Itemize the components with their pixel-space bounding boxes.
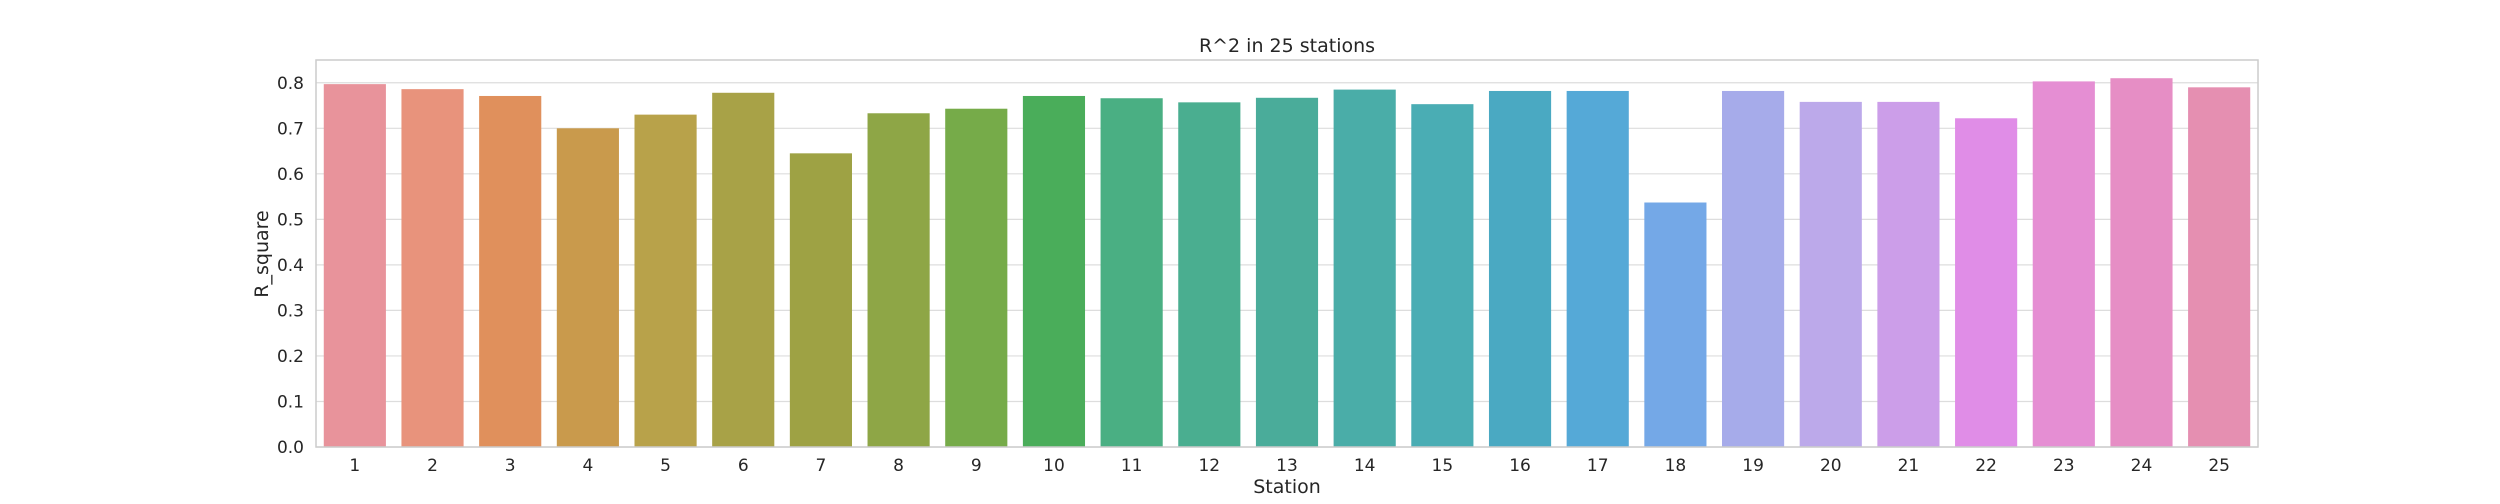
x-tick-label: 22 bbox=[1975, 456, 1997, 476]
bar-station-17 bbox=[1566, 90, 1629, 448]
bar-station-4 bbox=[556, 128, 619, 447]
bar-station-23 bbox=[2032, 81, 2095, 447]
y-tick-label: 0.7 bbox=[277, 119, 304, 139]
bar-station-7 bbox=[789, 153, 852, 447]
x-tick-label: 8 bbox=[893, 456, 904, 476]
plot-frame bbox=[315, 59, 2259, 448]
bar-station-19 bbox=[1722, 90, 1785, 448]
y-tick-label: 0.0 bbox=[277, 438, 304, 458]
bar-station-13 bbox=[1255, 97, 1319, 447]
bar-station-22 bbox=[1955, 118, 2018, 447]
x-tick-label: 20 bbox=[1820, 456, 1842, 476]
x-tick-label: 18 bbox=[1665, 456, 1687, 476]
y-tick-label: 0.3 bbox=[277, 301, 304, 321]
x-tick-label: 7 bbox=[816, 456, 827, 476]
bar-station-18 bbox=[1644, 202, 1707, 447]
bar-station-16 bbox=[1488, 90, 1552, 448]
x-tick-label: 5 bbox=[660, 456, 671, 476]
x-tick-label: 15 bbox=[1432, 456, 1454, 476]
bar-station-9 bbox=[945, 108, 1008, 448]
y-tick-label: 0.1 bbox=[277, 392, 304, 412]
x-tick-label: 6 bbox=[738, 456, 749, 476]
x-tick-label: 25 bbox=[2208, 456, 2230, 476]
chart-title: R^2 in 25 stations bbox=[1199, 35, 1375, 57]
bar-station-24 bbox=[2110, 78, 2173, 447]
bars bbox=[323, 78, 2251, 448]
bar-station-5 bbox=[634, 114, 697, 448]
x-tick-label: 17 bbox=[1587, 456, 1609, 476]
x-tick-label: 3 bbox=[505, 456, 516, 476]
x-tick-label: 2 bbox=[427, 456, 438, 476]
bar-station-14 bbox=[1333, 89, 1396, 447]
y-tick-label: 0.5 bbox=[277, 210, 304, 230]
x-tick-label: 19 bbox=[1742, 456, 1764, 476]
x-tick-label: 9 bbox=[971, 456, 982, 476]
bar-station-6 bbox=[712, 92, 775, 447]
bar-station-10 bbox=[1022, 95, 1086, 448]
bar-station-1 bbox=[323, 84, 386, 447]
bar-station-2 bbox=[401, 89, 464, 447]
bar-station-21 bbox=[1877, 101, 1940, 448]
x-tick-label: 12 bbox=[1198, 456, 1220, 476]
x-tick-label: 16 bbox=[1509, 456, 1531, 476]
x-tick-label: 4 bbox=[582, 456, 593, 476]
x-tick-label: 10 bbox=[1043, 456, 1065, 476]
bar-station-25 bbox=[2188, 87, 2251, 447]
y-tick-label: 0.2 bbox=[277, 347, 304, 367]
bar-station-20 bbox=[1799, 101, 1862, 448]
y-tick-label: 0.6 bbox=[277, 165, 304, 185]
y-tick-label: 0.4 bbox=[277, 256, 304, 276]
x-tick-labels: 1 2 3 4 5 6 7 8 9 10 11 12 13 14 15 16 17 18 19 20 21 22 23 24 2… bbox=[349, 456, 2230, 476]
x-axis-label: Station bbox=[1253, 476, 1321, 498]
bar-station-15 bbox=[1411, 104, 1474, 448]
y-tick-label: 0.8 bbox=[277, 74, 304, 94]
x-tick-label: 14 bbox=[1354, 456, 1376, 476]
bar-station-11 bbox=[1100, 98, 1163, 448]
x-tick-label: 13 bbox=[1276, 456, 1298, 476]
y-tick-labels: 0.0 0.1 0.2 0.3 0.4 0.5 0.6 0.7 0.8 bbox=[277, 74, 304, 458]
x-tick-label: 24 bbox=[2131, 456, 2153, 476]
x-tick-label: 23 bbox=[2053, 456, 2075, 476]
bar-station-8 bbox=[867, 113, 930, 447]
x-tick-label: 1 bbox=[349, 456, 360, 476]
bar-station-3 bbox=[479, 95, 542, 448]
y-axis-label: R_square bbox=[251, 210, 273, 297]
bar-station-12 bbox=[1178, 102, 1241, 448]
x-tick-label: 21 bbox=[1898, 456, 1920, 476]
x-tick-label: 11 bbox=[1121, 456, 1143, 476]
